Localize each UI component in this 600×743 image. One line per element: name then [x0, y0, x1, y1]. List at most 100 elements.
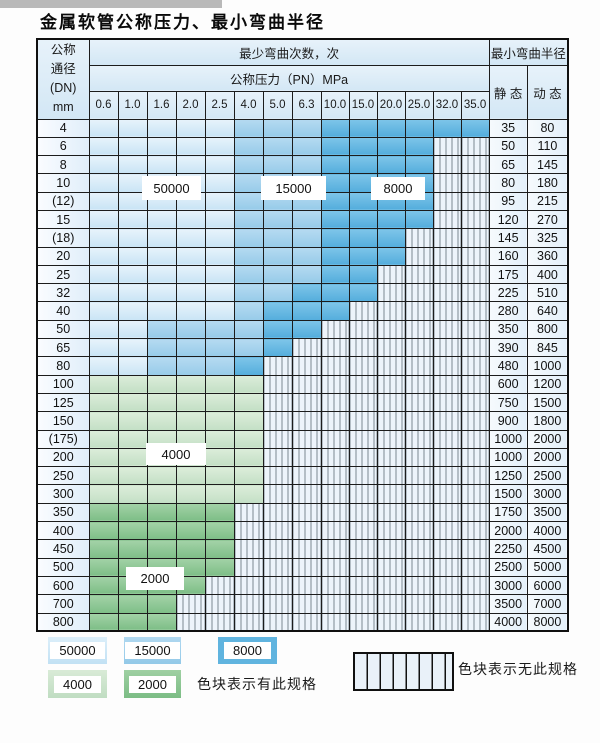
spec-cell [88, 392, 119, 413]
spec-cell [146, 392, 177, 413]
no-spec-cell [460, 557, 490, 577]
table-row: 400 2000 4000 [36, 521, 569, 541]
no-spec-cell [320, 356, 350, 376]
spec-cell [117, 264, 148, 285]
spec-cell [348, 118, 378, 138]
dn-cell: 700 [36, 594, 90, 614]
spec-cell [175, 228, 206, 248]
table-row: 25 175 400 [36, 264, 569, 285]
spec-cell [204, 392, 235, 413]
no-spec-cell [460, 575, 490, 596]
spec-cell [146, 411, 177, 431]
no-spec-cell [404, 539, 434, 559]
spec-cell [146, 301, 177, 321]
no-spec-cell [432, 466, 462, 486]
no-spec-cell [460, 155, 490, 175]
spec-cell [320, 155, 350, 175]
table-row: 65 390 845 [36, 338, 569, 358]
spec-cell [404, 118, 434, 138]
spec-cell [117, 228, 148, 248]
spec-cell [262, 228, 293, 248]
spec-cell [204, 118, 235, 138]
no-spec-cell [376, 338, 406, 358]
no-spec-cell [432, 155, 462, 175]
no-spec-cell [460, 521, 490, 541]
spec-cell [88, 136, 119, 157]
spec-cell [175, 264, 206, 285]
table-row: 80 480 1000 [36, 356, 569, 376]
pressure-values-row: 0.6 1.0 1.6 2.0 2.5 4.0 5.0 6.3 10.0 15.0 20.0 25.0… [37, 90, 568, 120]
no-spec-cell [404, 392, 434, 413]
spec-cell [88, 539, 119, 559]
bend-radius-header: 最小弯曲半径 [488, 38, 569, 66]
no-spec-cell [320, 575, 350, 596]
dn-cell: (175) [36, 429, 90, 449]
spec-cell [88, 301, 119, 321]
spec-cell [175, 539, 206, 559]
region-label-2000: 2000 [127, 568, 183, 589]
no-spec-cell [376, 612, 406, 632]
no-spec-cell [291, 356, 322, 376]
spec-cell [88, 228, 119, 248]
pressure-col-header: 1.6 [146, 90, 177, 120]
no-spec-cell [376, 502, 406, 523]
no-spec-cell [460, 429, 490, 449]
spec-cell [175, 155, 206, 175]
spec-cell [175, 118, 206, 138]
pressure-col-header: 2.0 [175, 90, 206, 120]
pressure-col-header: 4.0 [233, 90, 264, 120]
spec-cell [117, 155, 148, 175]
spec-cell [88, 319, 119, 340]
no-spec-cell [432, 502, 462, 523]
spec-cell [348, 209, 378, 230]
dynamic-value: 1500 [526, 392, 569, 413]
no-spec-cell [233, 575, 264, 596]
spec-cell [204, 155, 235, 175]
no-spec-cell [320, 338, 350, 358]
spec-cell [320, 209, 350, 230]
spec-cell [204, 319, 235, 340]
no-spec-cell [262, 521, 293, 541]
table-row: 20 160 360 [36, 246, 569, 266]
no-spec-cell [262, 466, 293, 486]
spec-cell [233, 118, 264, 138]
no-spec-cell [348, 338, 378, 358]
scan-artifact-bar [0, 0, 222, 8]
no-spec-cell [376, 429, 406, 449]
no-spec-cell [291, 466, 322, 486]
spec-cell [146, 264, 177, 285]
spec-cell [291, 301, 322, 321]
no-spec-cell [376, 283, 406, 303]
spec-cell [175, 466, 206, 486]
spec-cell [262, 338, 293, 358]
dn-cell: 600 [36, 575, 90, 596]
spec-cell [117, 173, 148, 193]
no-spec-cell [376, 521, 406, 541]
spec-cell [146, 466, 177, 486]
table-row: 500 2500 5000 [36, 557, 569, 577]
static-value: 1000 [488, 447, 528, 468]
spec-cell [146, 246, 177, 266]
page-title: 金属软管公称压力、最小弯曲半径 [40, 13, 325, 33]
no-spec-cell [460, 374, 490, 394]
spec-cell [146, 155, 177, 175]
dynamic-value: 1200 [526, 374, 569, 394]
spec-cell [175, 374, 206, 394]
no-spec-cell [262, 502, 293, 523]
no-spec-cell [291, 557, 322, 577]
spec-cell [175, 338, 206, 358]
no-spec-cell [348, 319, 378, 340]
spec-cell [146, 118, 177, 138]
spec-cell [117, 539, 148, 559]
no-spec-cell [460, 136, 490, 157]
static-value: 145 [488, 228, 528, 248]
spec-cell [88, 612, 119, 632]
spec-cell [117, 466, 148, 486]
no-spec-cell [233, 557, 264, 577]
spec-cell [233, 228, 264, 248]
no-spec-cell [291, 612, 322, 632]
dn-cell: 350 [36, 502, 90, 523]
spec-cell [262, 136, 293, 157]
static-value: 80 [488, 173, 528, 193]
no-spec-cell [460, 209, 490, 230]
